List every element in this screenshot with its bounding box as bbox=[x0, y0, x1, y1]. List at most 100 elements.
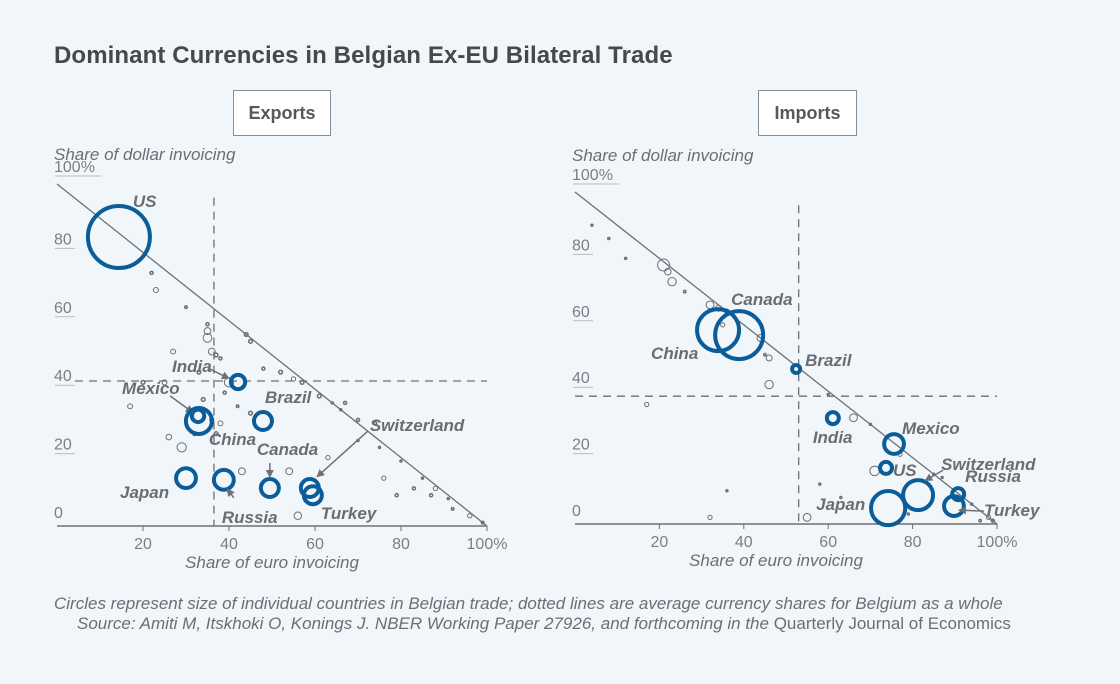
country-point bbox=[176, 442, 187, 453]
y-tick-label: 40 bbox=[54, 368, 72, 385]
country-point bbox=[339, 407, 343, 412]
country-point bbox=[765, 354, 773, 362]
country-point bbox=[720, 322, 726, 328]
country-point bbox=[213, 431, 219, 437]
country-point bbox=[667, 276, 677, 287]
label-arrow-russia bbox=[226, 488, 235, 499]
country-point bbox=[184, 305, 188, 310]
country-point bbox=[657, 258, 671, 272]
exports-panel: Share of dollar invoicing 0 20 40 60 80 100% 20… bbox=[54, 145, 507, 572]
x-tick-label: 20 bbox=[134, 536, 152, 553]
country-point bbox=[826, 392, 830, 397]
country-label-india: India bbox=[172, 357, 212, 376]
country-point bbox=[725, 489, 729, 493]
x-tick-label: 40 bbox=[220, 536, 238, 553]
country-point bbox=[196, 369, 202, 375]
x-tick-label: 80 bbox=[392, 536, 410, 553]
country-point bbox=[394, 492, 400, 498]
country-point bbox=[839, 495, 843, 500]
country-point bbox=[222, 390, 227, 395]
country-label-mexico: Mexico bbox=[902, 419, 960, 438]
y-tick-label: 80 bbox=[54, 231, 72, 248]
x-axis-title: Share of euro invoicing bbox=[689, 551, 863, 570]
country-label-japan: Japan bbox=[120, 483, 169, 502]
country-point bbox=[299, 379, 305, 385]
y-tick-label: 60 bbox=[54, 300, 72, 317]
country-point bbox=[705, 300, 715, 310]
country-point bbox=[377, 445, 382, 450]
country-point bbox=[293, 511, 303, 520]
country-label-switzerland: Switzerland bbox=[370, 416, 465, 435]
country-point bbox=[644, 401, 650, 408]
x-tick-label: 80 bbox=[904, 534, 922, 551]
country-point bbox=[869, 465, 880, 477]
country-point bbox=[940, 475, 944, 480]
country-point bbox=[450, 506, 455, 511]
country-point bbox=[202, 333, 213, 343]
x-tick-label: 40 bbox=[735, 534, 753, 551]
country-point bbox=[261, 366, 266, 371]
country-point bbox=[325, 454, 331, 461]
highlight-point-canada bbox=[258, 477, 281, 500]
country-point bbox=[277, 369, 284, 375]
country-point bbox=[682, 289, 687, 294]
footnote: Circles represent size of individual cou… bbox=[54, 594, 1003, 613]
country-point bbox=[985, 514, 992, 520]
country-point bbox=[247, 410, 254, 416]
highlight-point-switzerland bbox=[901, 478, 936, 513]
country-point bbox=[868, 422, 873, 427]
country-point bbox=[467, 513, 473, 519]
country-point bbox=[420, 476, 425, 480]
highlight-point-turkey bbox=[942, 494, 966, 518]
source-citation: Source: Amiti M, Itskhoki O, Konings J. … bbox=[77, 614, 1011, 634]
journal-name: Quarterly Journal of Economics bbox=[773, 614, 1011, 633]
country-point bbox=[200, 396, 206, 403]
country-label-russia: Russia bbox=[222, 508, 278, 527]
country-point bbox=[247, 338, 254, 344]
country-point bbox=[818, 482, 822, 486]
country-point bbox=[372, 421, 378, 426]
country-point bbox=[285, 467, 294, 476]
highlight-point-mexico bbox=[882, 432, 906, 456]
country-point bbox=[127, 403, 134, 410]
source-text: Source: Amiti M, Itskhoki O, Konings J. … bbox=[77, 614, 774, 633]
chart-title: Dominant Currencies in Belgian Ex-EU Bil… bbox=[54, 42, 673, 69]
highlight-point-us bbox=[85, 204, 152, 271]
country-point bbox=[428, 492, 434, 498]
x-tick-label: 100% bbox=[467, 536, 508, 553]
country-label-canada: Canada bbox=[257, 440, 318, 459]
country-label-brazil: Brazil bbox=[805, 351, 853, 370]
country-point bbox=[149, 270, 154, 276]
country-point bbox=[381, 475, 387, 481]
country-label-mexico: Mexico bbox=[122, 379, 180, 398]
country-point bbox=[623, 256, 628, 261]
country-label-canada: Canada bbox=[731, 290, 792, 309]
y-tick-label: 100% bbox=[572, 167, 613, 184]
highlight-point-japan bbox=[174, 466, 198, 491]
country-point bbox=[140, 379, 146, 385]
highlight-point-canada bbox=[713, 309, 766, 362]
highlight-point-brazil bbox=[251, 410, 274, 432]
y-tick-label: 20 bbox=[54, 437, 72, 454]
x-tick-label: 20 bbox=[651, 534, 669, 551]
country-label-china: China bbox=[209, 430, 256, 449]
country-point bbox=[411, 486, 417, 491]
highlight-point-china bbox=[183, 405, 214, 437]
highlight-point-brazil bbox=[790, 362, 803, 375]
highlight-point-india bbox=[824, 410, 841, 427]
country-point bbox=[165, 433, 173, 441]
country-point bbox=[849, 413, 858, 423]
x-tick-label: 60 bbox=[306, 536, 324, 553]
country-point bbox=[762, 352, 767, 357]
country-point bbox=[170, 348, 177, 355]
country-point bbox=[590, 223, 594, 227]
highlight-point-china bbox=[695, 307, 742, 354]
country-point bbox=[906, 512, 911, 516]
exports-panel-label: Exports bbox=[233, 90, 331, 136]
country-label-china: China bbox=[651, 344, 698, 363]
country-label-brazil: Brazil bbox=[265, 388, 313, 407]
highlight-point-russia bbox=[211, 467, 236, 492]
y-axis-title: Share of dollar invoicing bbox=[54, 145, 236, 164]
country-label-india: India bbox=[813, 428, 853, 447]
country-point bbox=[207, 347, 216, 356]
